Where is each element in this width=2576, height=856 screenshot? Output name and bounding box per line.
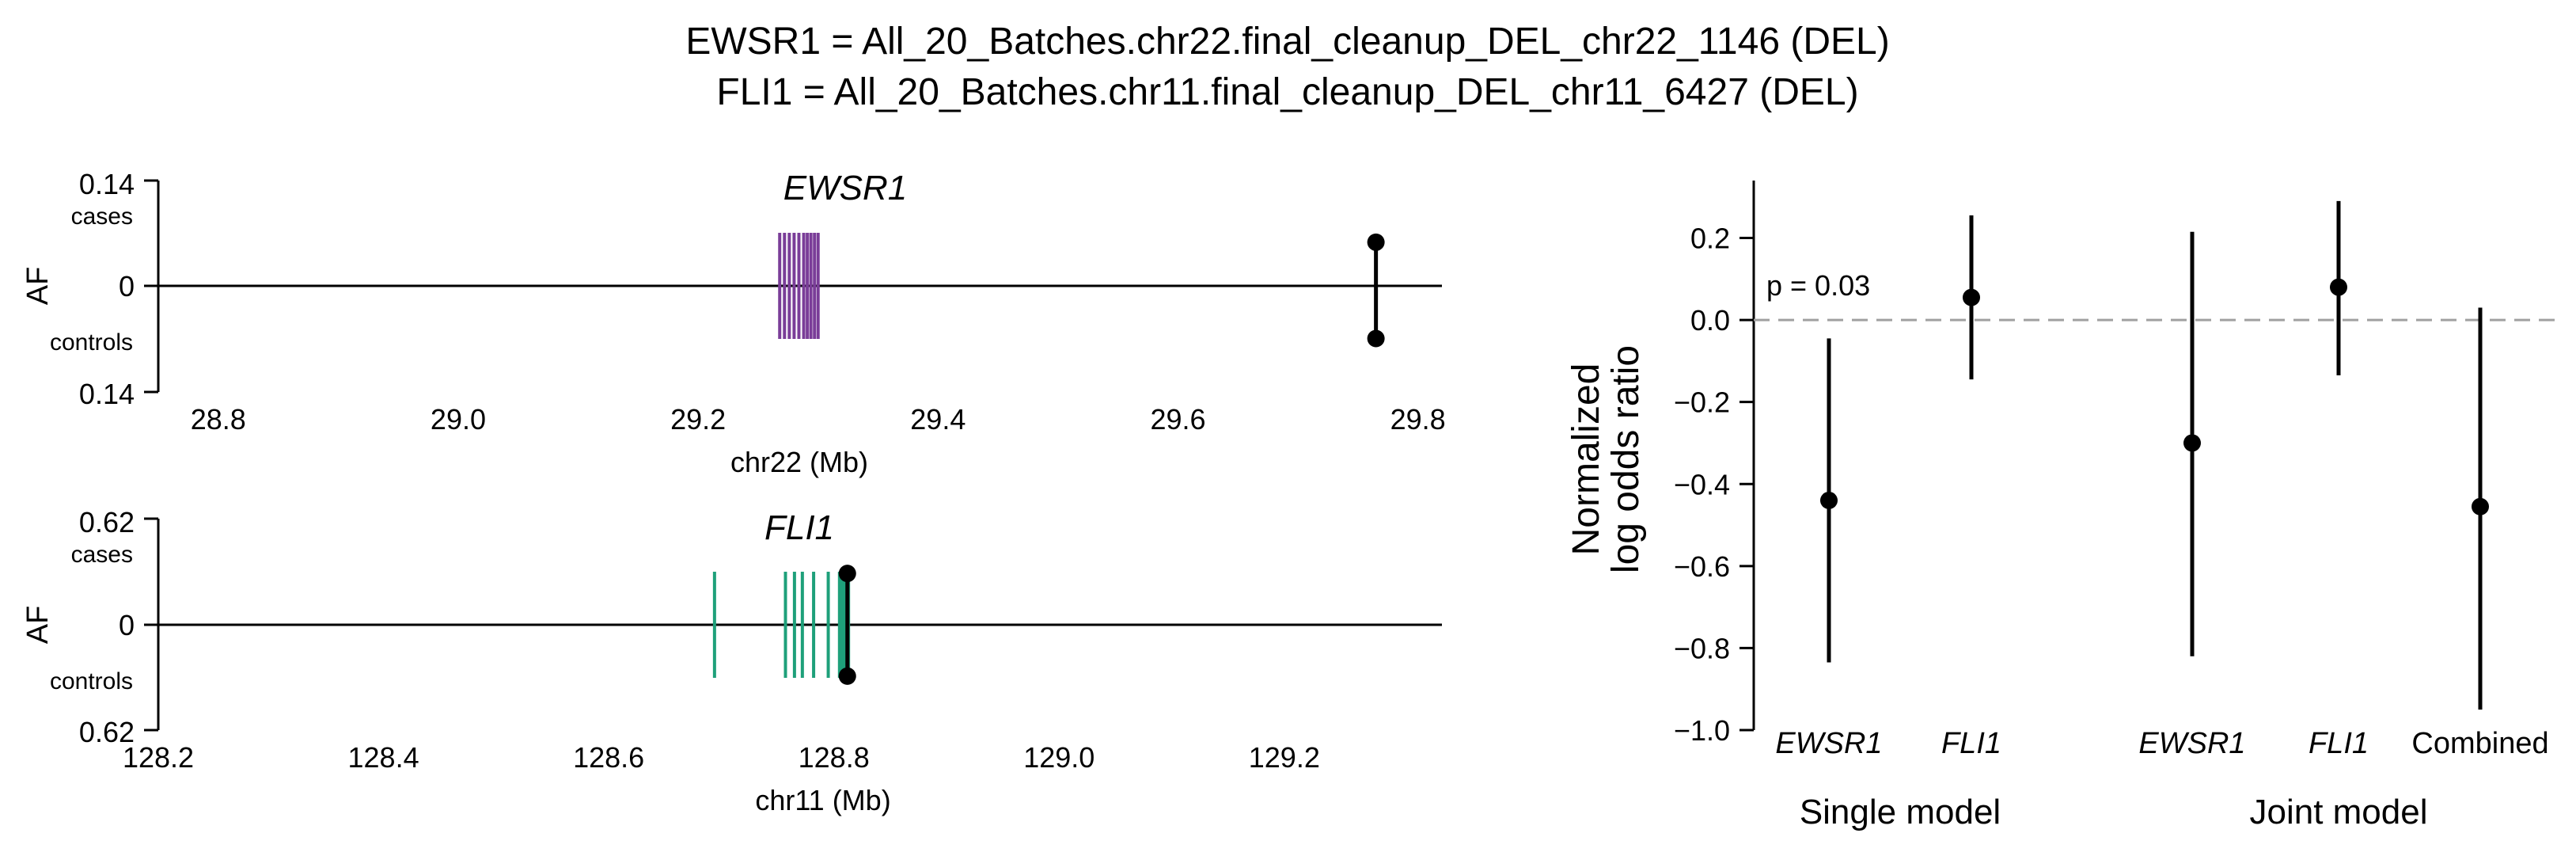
ewsr1-y-label: AF — [21, 267, 55, 306]
ewsr1-xtick-label: 29.0 — [431, 403, 486, 436]
ewsr1-xtick-label: 28.8 — [191, 403, 246, 436]
ewsr1-ytick-label-controls: controls — [50, 329, 133, 356]
fli1-xtick-label: 128.8 — [799, 741, 870, 774]
or-ytick-label: −1.0 — [1674, 714, 1730, 747]
fli1-ytick-label-cases: cases — [71, 542, 133, 568]
or-point — [2330, 278, 2347, 296]
ewsr1-variant-cases-point — [1367, 233, 1385, 251]
ewsr1-locus-panel: 0.14 cases 0 controls 0.14 AF EWSR1 28.8… — [21, 168, 1446, 478]
fli1-xtick-label: 128.4 — [348, 741, 419, 774]
ewsr1-ytick-label-bottom: 0.14 — [79, 378, 135, 410]
or-points — [1820, 200, 2489, 710]
fli1-ytick-label-zero: 0 — [119, 609, 135, 641]
ewsr1-variant-controls-point — [1367, 329, 1385, 348]
or-y-ticks: −1.0 −0.8 −0.6 −0.4 −0.2 0.0 0.2 — [1674, 223, 1754, 747]
or-point — [2183, 434, 2201, 452]
or-ytick-label: −0.2 — [1674, 386, 1730, 419]
ewsr1-variant — [1367, 233, 1385, 348]
ewsr1-x-ticks: 28.8 29.0 29.2 29.4 29.6 29.8 — [191, 403, 1446, 436]
or-ytick-label: 0.0 — [1690, 304, 1730, 337]
or-ytick-label: −0.4 — [1674, 468, 1730, 500]
fli1-locus-panel: 0.62 cases 0 controls 0.62 AF FLI1 128.2… — [21, 506, 1442, 816]
or-y-label-line2: log odds ratio — [1605, 345, 1647, 573]
or-x-label: FLI1 — [1941, 727, 2001, 760]
or-ytick-label: 0.2 — [1690, 223, 1730, 255]
ewsr1-ytick-label-top: 0.14 — [79, 168, 135, 200]
or-ytick-label: −0.8 — [1674, 632, 1730, 664]
fli1-xtick-label: 128.6 — [573, 741, 644, 774]
fli1-gene-label: FLI1 — [764, 508, 834, 547]
or-y-label-line1: Normalized — [1565, 363, 1607, 556]
ewsr1-ytick-label-zero: 0 — [119, 270, 135, 302]
ewsr1-x-label: chr22 (Mb) — [730, 446, 868, 478]
fli1-variant-controls-point — [838, 667, 856, 685]
or-ytick-label: −0.6 — [1674, 550, 1730, 583]
fli1-variant-cases-point — [838, 565, 856, 583]
or-group-joint: Joint model — [2249, 793, 2427, 831]
figure-title-line2: FLI1 = All_20_Batches.chr11.final_cleanu… — [716, 71, 1858, 113]
ewsr1-gene-exons — [778, 233, 820, 339]
ewsr1-xtick-label: 29.4 — [910, 403, 966, 436]
fli1-ytick-label-controls: controls — [50, 668, 133, 694]
figure-title-line1: EWSR1 = All_20_Batches.chr22.final_clean… — [685, 21, 1889, 63]
ewsr1-xtick-label: 29.2 — [670, 403, 726, 436]
fli1-variant — [838, 565, 856, 685]
fli1-ytick-label-top: 0.62 — [79, 506, 135, 538]
ewsr1-gene-label: EWSR1 — [783, 169, 907, 207]
fli1-xtick-label: 129.2 — [1249, 741, 1320, 774]
or-point — [1820, 491, 1838, 509]
or-x-labels: EWSR1 FLI1 EWSR1 FLI1 Combined — [1775, 727, 2548, 760]
ewsr1-xtick-label: 29.6 — [1150, 403, 1205, 436]
fli1-x-ticks: 128.2 128.4 128.6 128.8 129.0 129.2 — [123, 741, 1320, 774]
ewsr1-xtick-label: 29.8 — [1390, 403, 1446, 436]
or-x-label: Combined — [2411, 727, 2548, 760]
odds-ratio-panel: −1.0 −0.8 −0.6 −0.4 −0.2 0.0 0.2 p = 0.03 Norm… — [1565, 181, 2556, 831]
fli1-x-label: chr11 (Mb) — [755, 784, 890, 816]
fli1-xtick-label: 128.2 — [123, 741, 194, 774]
or-x-label: EWSR1 — [1775, 727, 1882, 760]
fli1-ytick-label-bottom: 0.62 — [79, 716, 135, 748]
or-p-value: p = 0.03 — [1766, 269, 1870, 302]
fli1-xtick-label: 129.0 — [1023, 741, 1095, 774]
or-x-label: EWSR1 — [2138, 727, 2245, 760]
fli1-y-label: AF — [21, 606, 55, 645]
or-point — [1963, 288, 1980, 306]
ewsr1-ytick-label-cases: cases — [71, 204, 133, 230]
or-point — [2472, 497, 2489, 516]
or-x-label: FLI1 — [2309, 727, 2369, 760]
or-group-single: Single model — [1800, 793, 2001, 831]
